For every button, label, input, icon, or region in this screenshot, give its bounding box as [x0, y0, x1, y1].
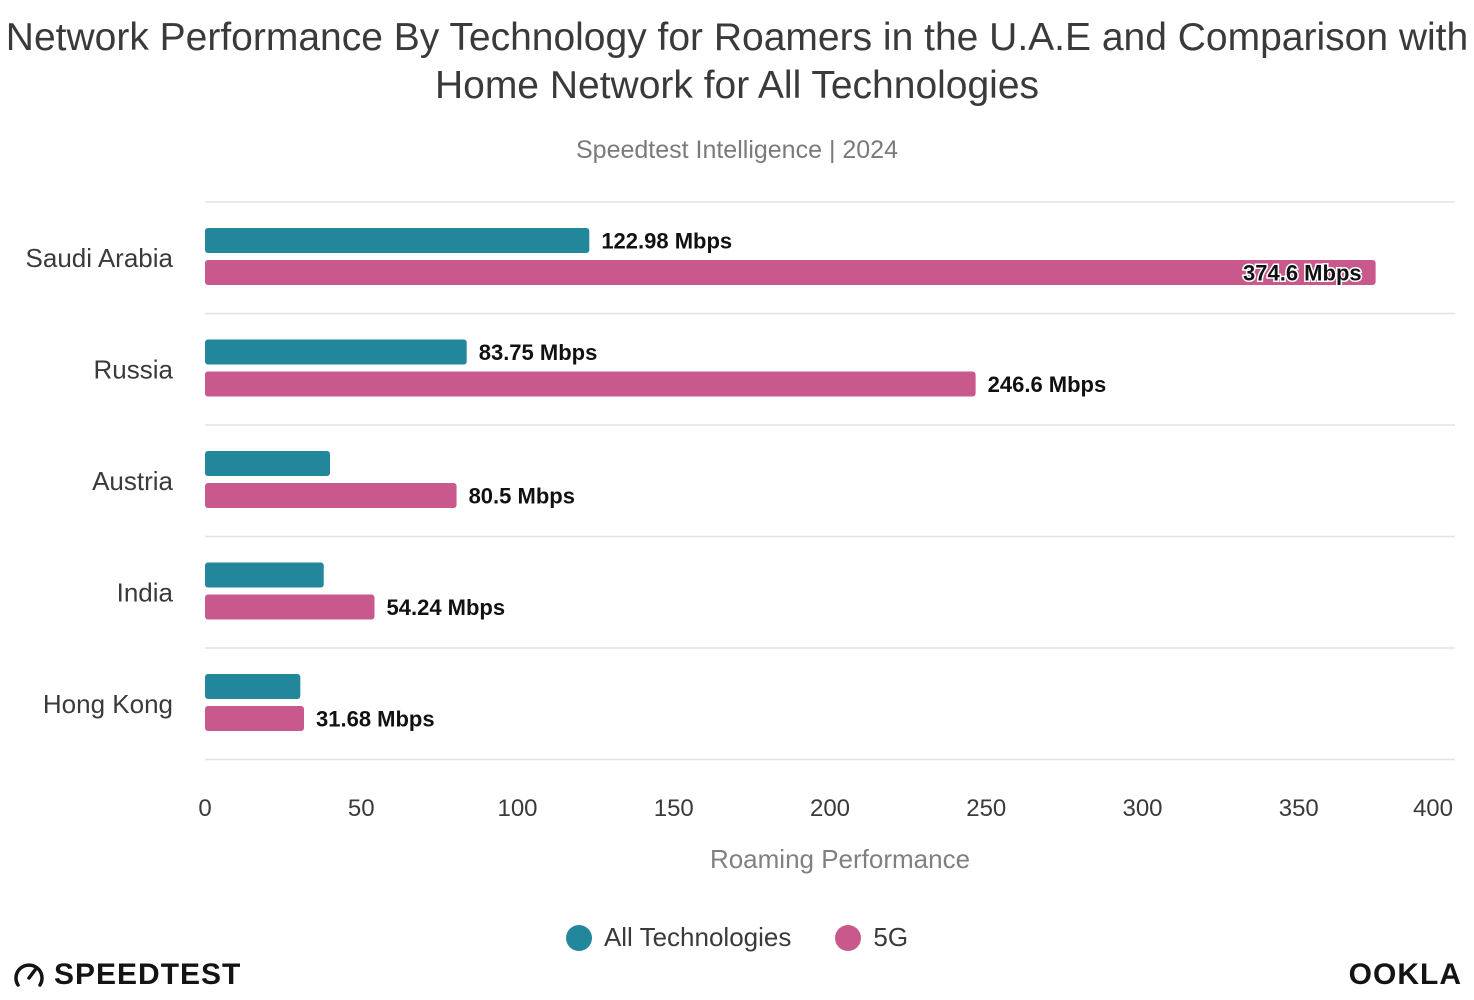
- category-label-russia: Russia: [94, 354, 174, 384]
- data-label-all-technologies-saudi-arabia: 122.98 Mbps: [601, 229, 732, 254]
- legend-swatch-all-technologies: [565, 924, 592, 951]
- speedometer-icon: [14, 963, 44, 987]
- chart-subtitle: Speedtest Intelligence | 2024: [575, 136, 898, 164]
- bar-chart: Saudi Arabia 122.98 Mbps 374.6 Mbps Russia 8…: [26, 201, 1455, 874]
- legend-item-all-technologies[interactable]: All Technologies: [565, 922, 792, 953]
- x-tick-label-250: 250: [966, 795, 1006, 822]
- x-axis-title: Roaming Performance: [710, 844, 970, 874]
- bar-5g-austria: [205, 483, 457, 508]
- data-label-5g-saudi-arabia: 374.6 Mbps: [1243, 261, 1362, 286]
- x-tick-label-400: 400: [1413, 795, 1453, 822]
- x-tick-label-0: 0: [198, 795, 211, 822]
- bar-all-technologies-saudi-arabia: [205, 228, 590, 253]
- bar-all-technologies-india: [205, 562, 324, 588]
- data-label-5g-austria: 80.5 Mbps: [469, 484, 575, 509]
- x-tick-label-350: 350: [1279, 795, 1319, 822]
- category-label-india: India: [117, 577, 174, 607]
- category-label-saudi-arabia: Saudi Arabia: [26, 243, 174, 273]
- bar-5g-hong-kong: [205, 706, 304, 731]
- x-tick-label-100: 100: [497, 795, 537, 822]
- legend-label-5g: 5G: [873, 922, 909, 952]
- chart-title: Network Performance By Technology for Ro…: [5, 16, 1469, 107]
- bar-all-technologies-austria: [205, 451, 330, 476]
- ookla-logo: OOKLA: [1348, 958, 1462, 991]
- category-label-hong-kong: Hong Kong: [43, 689, 173, 719]
- bar-5g-saudi-arabia: [205, 260, 1376, 285]
- bar-all-technologies-hong-kong: [205, 674, 301, 699]
- category-label-austria: Austria: [92, 466, 173, 496]
- bar-5g-russia: [205, 371, 976, 397]
- data-label-5g-russia: 246.6 Mbps: [988, 372, 1107, 397]
- x-tick-label-200: 200: [810, 795, 850, 822]
- x-tick-label-50: 50: [348, 795, 375, 822]
- legend: All Technologies 5G: [0, 922, 1474, 953]
- bar-5g-india: [205, 594, 375, 620]
- legend-label-all-technologies: All Technologies: [603, 922, 792, 952]
- speedtest-logo: SPEEDTEST: [12, 958, 241, 992]
- x-tick-label-300: 300: [1122, 795, 1162, 822]
- legend-swatch-5g: [835, 924, 862, 951]
- data-label-5g-india: 54.24 Mbps: [387, 595, 506, 620]
- data-label-all-technologies-russia: 83.75 Mbps: [479, 340, 598, 365]
- x-tick-label-150: 150: [654, 795, 694, 822]
- legend-item-5g[interactable]: 5G: [835, 922, 908, 953]
- bar-all-technologies-russia: [205, 339, 467, 365]
- data-label-5g-hong-kong: 31.68 Mbps: [316, 707, 435, 732]
- speedtest-wordmark: SPEEDTEST: [54, 958, 242, 991]
